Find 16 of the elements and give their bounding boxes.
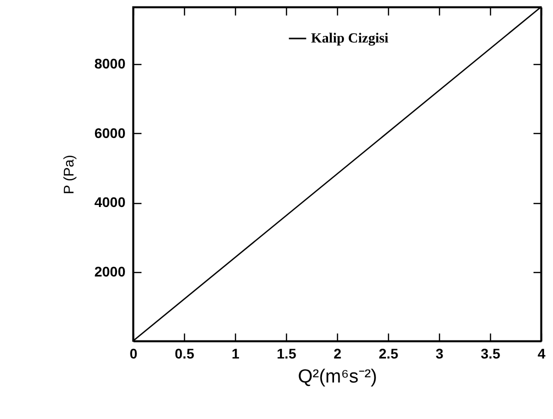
x-axis-title: Q²(m⁶s⁻²) <box>298 366 378 388</box>
y-axis-title: P (Pa) <box>60 154 76 194</box>
x-tick-label: 1.5 <box>276 346 296 362</box>
legend-label: Kalip Cizgisi <box>311 32 389 46</box>
x-tick-label: 2 <box>334 346 342 362</box>
x-tick-label: 0 <box>130 346 138 362</box>
y-tick-label: 8000 <box>94 56 126 72</box>
y-tick-label: 2000 <box>94 263 126 280</box>
x-tick-label: 3 <box>436 346 444 362</box>
x-tick-label: 4 <box>538 346 546 362</box>
x-tick-label: 1 <box>232 346 240 362</box>
x-tick-label: 0.5 <box>174 346 194 362</box>
x-tick-label: 2.5 <box>378 346 398 362</box>
x-tick-label: 3.5 <box>480 346 500 362</box>
y-tick-label: 6000 <box>94 124 126 141</box>
y-tick-label: 4000 <box>94 194 126 210</box>
